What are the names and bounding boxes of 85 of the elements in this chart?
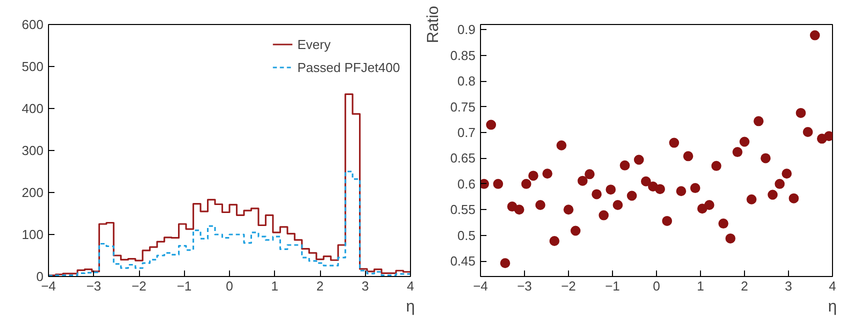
y-tick-label: 0.65 xyxy=(450,150,476,166)
point xyxy=(620,160,630,170)
point xyxy=(676,186,686,196)
point xyxy=(528,170,538,181)
y-tick-label: 0.75 xyxy=(450,99,476,114)
point xyxy=(690,183,700,194)
x-tick-label: −2 xyxy=(132,278,146,294)
point xyxy=(535,200,546,210)
y-tick-label: 0.55 xyxy=(450,202,476,218)
x-tick-label: 4 xyxy=(406,278,414,294)
point xyxy=(486,120,496,130)
point xyxy=(760,153,771,164)
point xyxy=(655,184,666,194)
point xyxy=(556,140,566,150)
point xyxy=(480,178,490,189)
point xyxy=(584,169,595,180)
point xyxy=(732,147,742,158)
point xyxy=(634,154,644,165)
x-tick-label: 2 xyxy=(740,278,748,294)
point xyxy=(683,151,694,162)
point xyxy=(746,194,757,204)
legend-label: Passed PFJet400 xyxy=(297,60,400,74)
y-tick-label: 300 xyxy=(22,143,44,158)
y-tick-label: 0.85 xyxy=(450,48,476,63)
point xyxy=(796,108,806,118)
point xyxy=(626,190,637,201)
y-tick-label: 200 xyxy=(22,185,44,200)
point xyxy=(788,193,799,204)
point xyxy=(725,233,736,244)
x-tick-label: 0 xyxy=(652,278,660,294)
point xyxy=(542,168,552,179)
x-tick-label: 3 xyxy=(784,278,792,294)
point xyxy=(640,176,651,186)
x-tick-label: 2 xyxy=(316,278,324,294)
point xyxy=(802,126,813,137)
y-tick-label: 0.45 xyxy=(450,254,476,269)
x-tick-label: 4 xyxy=(828,278,836,294)
y-tick-label: 400 xyxy=(22,101,44,116)
point xyxy=(740,136,750,147)
point xyxy=(718,218,728,229)
point xyxy=(782,168,792,179)
x-tick-label: 3 xyxy=(362,278,369,294)
x-tick-label: 1 xyxy=(696,278,704,294)
y-axis-title: Ratio xyxy=(425,6,442,44)
x-axis-title: η xyxy=(406,298,415,316)
x-tick-label: −1 xyxy=(605,278,620,294)
point xyxy=(500,258,510,268)
point xyxy=(810,30,820,40)
point xyxy=(774,178,785,189)
point xyxy=(578,176,588,186)
point xyxy=(598,210,609,220)
y-tick-label: 0.7 xyxy=(457,125,476,140)
x-tick-label: −2 xyxy=(561,278,576,294)
point xyxy=(592,189,602,200)
x-tick-label: 0 xyxy=(226,278,234,294)
point xyxy=(704,200,714,210)
x-axis-title: η xyxy=(828,298,837,316)
point xyxy=(549,236,560,246)
y-tick-label: 500 xyxy=(22,59,44,74)
point xyxy=(669,138,680,148)
point xyxy=(768,190,778,200)
point xyxy=(521,178,532,189)
y-tick-label: 0.6 xyxy=(457,176,476,192)
point xyxy=(514,204,524,215)
x-tick-label: −1 xyxy=(176,278,192,294)
point xyxy=(493,178,504,189)
y-tick-label: 0 xyxy=(36,269,44,284)
point xyxy=(612,200,623,210)
x-tick-label: −3 xyxy=(86,278,102,294)
x-tick-label: −3 xyxy=(517,278,532,294)
point xyxy=(662,216,672,226)
point xyxy=(570,226,581,236)
point xyxy=(824,131,832,142)
point xyxy=(606,184,616,195)
legend-label: Every xyxy=(297,36,331,52)
y-tick-label: 0.9 xyxy=(457,22,476,38)
point xyxy=(754,116,764,126)
point xyxy=(564,204,574,215)
y-tick-label: 600 xyxy=(22,17,44,32)
x-tick-label: 1 xyxy=(271,278,278,294)
y-tick-label: 100 xyxy=(22,227,44,242)
point xyxy=(711,160,722,171)
x-tick-label: −4 xyxy=(473,278,488,294)
y-tick-label: 0.5 xyxy=(457,228,476,243)
y-tick-label: 0.8 xyxy=(457,74,476,89)
